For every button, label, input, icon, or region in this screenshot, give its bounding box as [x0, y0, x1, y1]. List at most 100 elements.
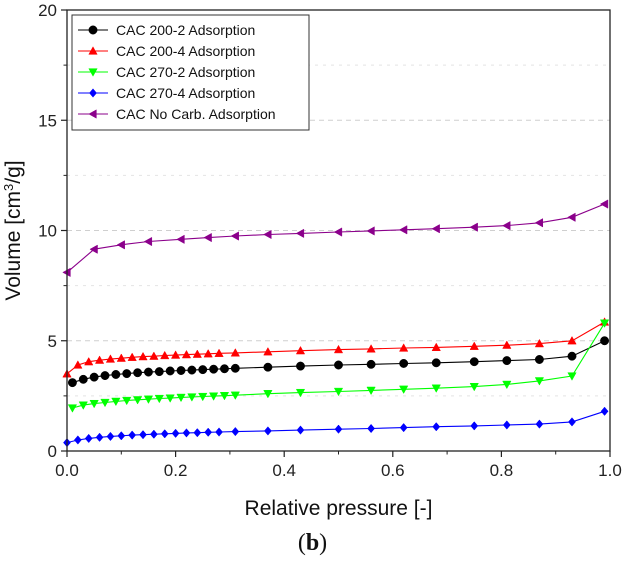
- data-point: [192, 349, 202, 358]
- data-point: [263, 347, 273, 356]
- data-point: [149, 351, 159, 360]
- series-3: [67, 319, 610, 413]
- data-point: [143, 236, 153, 247]
- data-point: [176, 366, 186, 375]
- data-point: [73, 435, 82, 445]
- data-point: [567, 212, 576, 222]
- data-point: [469, 341, 479, 350]
- data-point: [502, 340, 512, 349]
- data-point: [160, 350, 170, 360]
- data-point: [295, 228, 305, 238]
- data-point: [111, 370, 121, 379]
- data-point: [535, 419, 544, 429]
- legend-label: CAC 200-4 Adsorption: [116, 43, 255, 59]
- data-point: [149, 429, 158, 439]
- data-point: [165, 394, 175, 403]
- legend-marker: [88, 25, 98, 35]
- y-axis-title: Volume [cm3/g]: [1, 160, 25, 300]
- data-point: [366, 344, 376, 353]
- data-point: [600, 406, 609, 416]
- data-point: [398, 225, 408, 235]
- data-point: [116, 240, 125, 250]
- data-point: [106, 431, 115, 442]
- data-point: [84, 356, 94, 366]
- data-point: [105, 354, 116, 363]
- data-point: [567, 372, 577, 381]
- y-tick-label: 5: [48, 332, 57, 351]
- data-point: [502, 380, 512, 390]
- data-point: [567, 351, 577, 361]
- data-point: [469, 222, 478, 232]
- data-point: [133, 368, 143, 378]
- legend-marker: [88, 68, 98, 77]
- data-point: [534, 355, 544, 364]
- x-tick-label: 0.6: [381, 461, 405, 480]
- legend-label: CAC No Carb. Adsorption: [116, 106, 276, 122]
- series-line: [66, 203, 605, 273]
- legend: CAC 200-2 Adsorption CAC 200-4 Adsorption…: [71, 14, 310, 131]
- data-point: [431, 384, 441, 393]
- y-axis-title-main: Volume [cm: [2, 191, 25, 301]
- legend-label: CAC 200-2 Adsorption: [116, 22, 255, 38]
- data-point: [230, 363, 240, 373]
- data-point: [94, 355, 105, 364]
- data-point: [263, 229, 272, 240]
- data-point: [84, 433, 93, 444]
- series-layer: [62, 199, 610, 448]
- data-point: [165, 366, 175, 376]
- caption-close-paren: ): [319, 530, 328, 556]
- data-point: [295, 345, 306, 355]
- data-point: [220, 364, 229, 374]
- y-axis-title-sup: 3: [1, 184, 16, 191]
- x-axis-title: Relative pressure [-]: [245, 497, 433, 520]
- data-point: [215, 427, 223, 437]
- data-point: [366, 226, 375, 236]
- data-point: [100, 371, 110, 381]
- data-point: [95, 432, 104, 442]
- data-point: [67, 404, 78, 413]
- data-point: [333, 227, 343, 237]
- axis-ticks: 0.0 0.2 0.4 0.6 0.8 1.0 0 5 10 15 20: [38, 1, 622, 480]
- legend-entry: CAC 270-2 Adsorption: [78, 64, 255, 80]
- data-point: [264, 426, 272, 436]
- data-point: [187, 393, 197, 402]
- data-point: [144, 367, 153, 377]
- data-point: [132, 396, 143, 405]
- data-point: [122, 369, 132, 379]
- legend-label: CAC 270-4 Adsorption: [116, 85, 255, 101]
- data-point: [67, 378, 77, 388]
- x-tick-label: 0.2: [164, 461, 188, 480]
- data-point: [193, 428, 202, 438]
- data-point: [230, 348, 240, 357]
- data-point: [171, 428, 180, 438]
- data-point: [432, 422, 441, 432]
- data-point: [296, 361, 305, 371]
- chart: 0.0 0.2 0.4 0.6 0.8 1.0 0 5 10 15 20 Relative pres…: [1, 1, 622, 520]
- data-point: [502, 221, 511, 231]
- data-point: [502, 356, 512, 366]
- legend-marker: [88, 109, 97, 119]
- data-point: [399, 423, 408, 433]
- data-point: [431, 224, 440, 234]
- legend-label: CAC 270-2 Adsorption: [116, 64, 255, 80]
- data-point: [89, 399, 99, 409]
- data-point: [73, 360, 83, 369]
- data-point: [100, 398, 110, 408]
- data-point: [399, 343, 409, 352]
- series-1: [67, 336, 610, 388]
- data-point: [204, 427, 213, 437]
- data-point: [143, 395, 154, 404]
- series-line: [66, 410, 605, 444]
- data-point: [469, 383, 479, 392]
- data-point: [128, 430, 137, 440]
- x-tick-label: 1.0: [598, 461, 622, 480]
- data-point: [263, 390, 273, 399]
- data-point: [182, 428, 191, 438]
- data-point: [198, 392, 208, 402]
- data-point: [160, 429, 169, 439]
- data-point: [534, 377, 545, 386]
- series-5: [62, 199, 609, 278]
- data-point: [111, 397, 121, 407]
- data-point: [116, 353, 126, 362]
- figure-caption: (b): [0, 530, 625, 557]
